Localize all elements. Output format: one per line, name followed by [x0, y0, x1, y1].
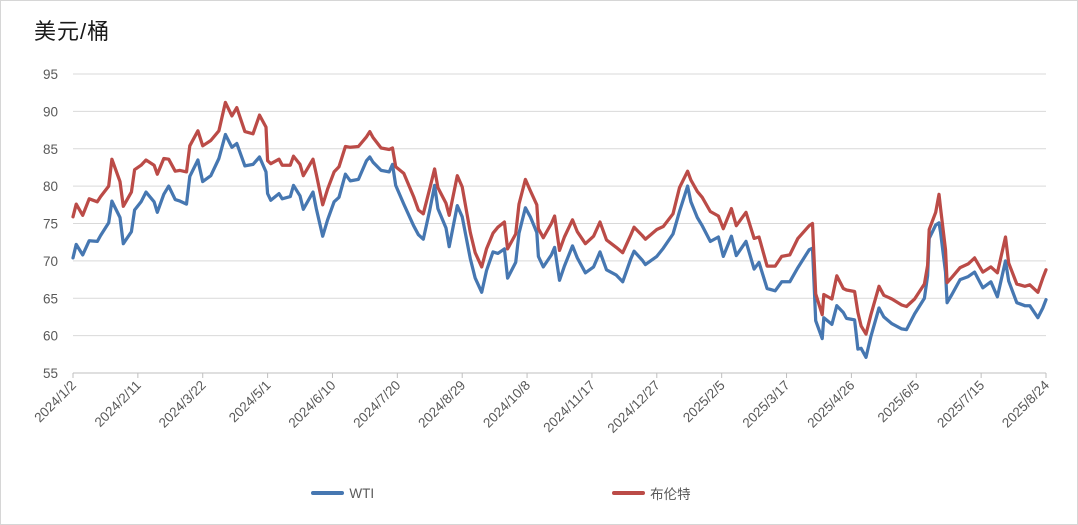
x-axis-tick-label: 2024/11/17: [540, 378, 598, 436]
y-axis-label: 95: [43, 67, 58, 82]
y-axis-label: 70: [43, 254, 58, 269]
series-line-brent: [71, 100, 1048, 336]
x-axis-tick-label: 2025/4/26: [804, 378, 857, 431]
legend-item-wti: WTI: [311, 486, 374, 501]
x-axis-tick-label: 2025/3/17: [740, 378, 793, 431]
y-axis-label: 80: [43, 179, 58, 194]
legend-item-brent: 布伦特: [612, 483, 691, 503]
y-axis-label: 65: [43, 291, 58, 306]
y-axis-label: 75: [43, 217, 58, 232]
x-axis-tick-label: 2025/8/24: [999, 377, 1052, 430]
x-axis-tick-label: 2024/7/20: [350, 378, 403, 431]
series-line-wti: [71, 132, 1048, 359]
x-axis-tick-label: 2024/12/27: [605, 378, 663, 436]
x-axis-tick-label: 2025/6/5: [875, 378, 923, 426]
y-axis-label: 60: [43, 329, 58, 344]
y-axis-label: 85: [43, 142, 58, 157]
x-axis-tick-label: 2024/1/2: [31, 378, 79, 426]
chart-legend: WTI 布伦特: [1, 483, 1001, 503]
brent-line-swatch: [612, 490, 646, 496]
legend-label-brent: 布伦特: [650, 487, 691, 502]
x-axis-tick-label: 2024/3/22: [156, 378, 209, 431]
x-axis-tick-label: 2025/7/15: [934, 378, 987, 431]
x-axis-tick-label: 2025/2/5: [680, 378, 728, 426]
x-axis-tick-label: 2024/2/11: [92, 378, 144, 430]
x-axis-tick-label: 2024/6/10: [286, 378, 339, 431]
chart-title: 美元/桶: [34, 19, 111, 44]
x-axis-tick-label: 2024/8/29: [415, 378, 468, 431]
y-axis-label: 55: [43, 366, 58, 381]
x-axis-tick-label: 2024/5/1: [226, 378, 274, 426]
y-axis-label: 90: [43, 104, 58, 119]
x-axis-tick-label: 2024/10/8: [480, 378, 533, 431]
legend-label-wti: WTI: [349, 485, 375, 501]
wti-line-swatch: [311, 490, 345, 496]
